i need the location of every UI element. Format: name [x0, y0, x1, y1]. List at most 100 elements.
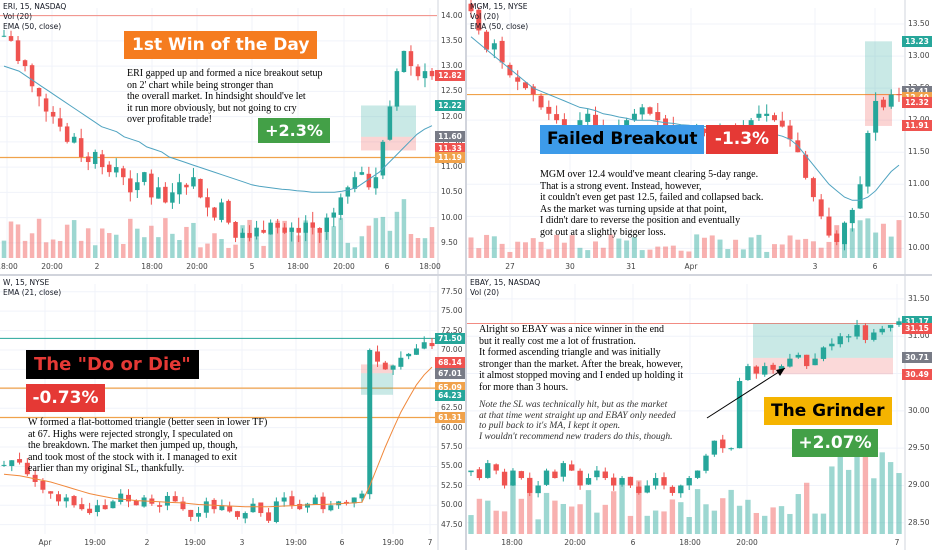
candle-body: [156, 187, 161, 199]
candle-body: [351, 497, 357, 504]
candle-body: [48, 491, 54, 494]
candle-body: [24, 462, 30, 475]
candle-body: [485, 463, 491, 478]
volume-bar: [408, 234, 414, 258]
volume-bar: [107, 233, 112, 258]
y-tick-label: 11.50: [908, 147, 930, 157]
candle-body: [871, 332, 877, 340]
price-label: 64.23: [435, 390, 465, 402]
candle-body: [219, 202, 224, 220]
candle-body: [577, 470, 583, 486]
y-tick-label: 29.00: [908, 480, 930, 490]
candle-body: [149, 173, 154, 198]
candle-body: [736, 381, 743, 449]
x-tick-label: 19:00: [84, 538, 106, 547]
volume-bar: [661, 511, 667, 534]
volume-bar: [170, 233, 175, 258]
candle-body: [857, 184, 863, 209]
candle-body: [837, 336, 843, 345]
y-tick-label: 31.50: [908, 293, 930, 303]
volume-bar: [857, 220, 863, 258]
volume-bar: [736, 505, 743, 534]
candle-body: [198, 178, 203, 198]
candle-body: [126, 494, 131, 502]
candle-body: [352, 177, 358, 189]
candle-body: [128, 178, 133, 193]
candle-body: [748, 120, 754, 129]
candle-body: [17, 459, 23, 463]
volume-bar: [616, 238, 622, 258]
candle-body: [281, 497, 287, 502]
x-tick-label: 18:00: [501, 538, 523, 547]
candle-body: [172, 496, 178, 502]
candle-body: [303, 222, 308, 233]
volume-bar: [338, 218, 344, 258]
volume-bar: [401, 199, 407, 258]
w-symbol: W, 15, NYSE: [3, 278, 50, 287]
candle-body: [865, 133, 871, 187]
x-tick-label: 2: [144, 538, 150, 547]
candle-body: [804, 354, 810, 367]
eri-title-box: 1st Win of the Day: [124, 31, 318, 59]
price-label: 13.23: [902, 35, 932, 47]
volume-bar: [804, 482, 810, 534]
volume-bar: [770, 507, 776, 534]
candle-body: [36, 87, 42, 97]
candle-body: [787, 358, 793, 367]
eri-chart-header: ERI, 15, NASDAQ Vol (20) EMA (50, close): [3, 2, 66, 32]
candle-body: [71, 136, 77, 143]
candle-body: [87, 508, 93, 514]
y-tick-label: 13.50: [441, 35, 463, 45]
candle-body: [787, 125, 793, 140]
candle-body: [753, 366, 760, 374]
candle-body: [518, 471, 525, 479]
candle-body: [770, 364, 776, 370]
x-tick-label: 2: [94, 262, 100, 271]
volume-bar: [527, 480, 533, 534]
mgm-chart-panel[interactable]: MGM, 15, NYSE Vol (20) EMA (50, close) F…: [467, 0, 932, 274]
ebay-chart-panel[interactable]: EBAY, 15, NASDAQ Vol (20) Alright so EBA…: [467, 276, 932, 550]
volume-bar: [733, 239, 739, 258]
candle-body: [331, 212, 337, 218]
volume-bar: [177, 239, 182, 258]
volume-bar: [212, 233, 217, 258]
candle-body: [745, 366, 751, 381]
volume-bar: [57, 240, 63, 258]
volume-bar: [703, 504, 709, 534]
candle-body: [375, 351, 381, 362]
candle-body: [879, 328, 885, 333]
candle-body: [55, 494, 61, 502]
eri-ema-label: EMA (50, close): [3, 22, 62, 31]
x-tick-label: 5: [249, 262, 255, 271]
volume-bar: [795, 239, 801, 258]
volume-bar: [36, 218, 42, 258]
candle-body: [413, 348, 419, 355]
candle-body: [468, 3, 474, 12]
candle-body: [382, 362, 388, 370]
candle-body: [762, 366, 768, 375]
candle-body: [818, 199, 824, 217]
y-tick-label: 14.00: [441, 10, 463, 20]
w-chart-panel[interactable]: W, 15, NYSE EMA (21, close) The "Do or D…: [0, 276, 465, 550]
x-tick-label: 19:00: [184, 538, 206, 547]
volume-bar: [282, 220, 287, 258]
volume-bar: [163, 218, 168, 258]
candle-body: [711, 440, 718, 455]
price-label: 12.41: [902, 85, 932, 97]
candle-body: [273, 501, 279, 522]
volume-bar: [121, 243, 126, 258]
price-label: 12.40: [902, 91, 932, 103]
candle-body: [282, 227, 287, 233]
candle-body: [398, 357, 404, 367]
candle-body: [522, 82, 528, 89]
price-label: 65.09: [435, 381, 465, 393]
candle-body: [636, 486, 642, 493]
y-tick-label: 12.00: [908, 115, 929, 124]
price-label: 71.50: [435, 332, 465, 344]
volume-bar: [772, 244, 777, 258]
volume-bar: [546, 249, 552, 258]
volume-bar: [515, 241, 521, 258]
eri-chart-panel[interactable]: ERI, 15, NASDAQ Vol (20) EMA (50, close)…: [0, 0, 465, 274]
x-tick-label: 18:00: [141, 262, 163, 271]
candle-body: [854, 325, 860, 337]
